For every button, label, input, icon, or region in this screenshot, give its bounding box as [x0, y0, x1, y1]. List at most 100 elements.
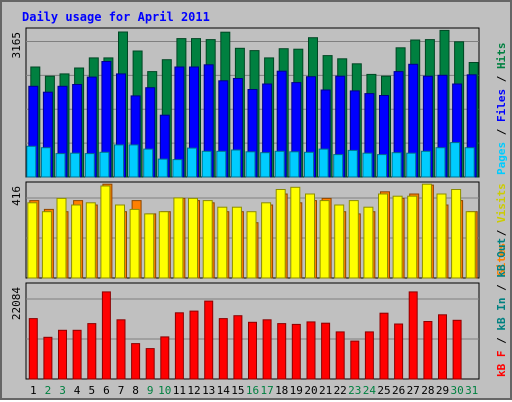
x-tick-day-12: 12 [187, 384, 200, 397]
bar-visits-day-15 [231, 206, 242, 279]
bar-pages-day-2 [40, 147, 51, 178]
x-tick-day-9: 9 [147, 384, 154, 397]
bar-kb-f-day-16 [248, 321, 257, 380]
panel-top: 3165 [10, 27, 480, 178]
bar-pages-day-11 [172, 159, 183, 178]
x-tick-day-15: 15 [231, 384, 244, 397]
bar-visits-day-7 [115, 204, 125, 279]
x-tick-day-28: 28 [421, 384, 434, 397]
bar-visits-day-2 [41, 211, 52, 279]
bar-kb-f-day-26 [394, 323, 404, 380]
x-tick-day-23: 23 [348, 384, 361, 397]
bar-visits-day-12 [188, 197, 198, 279]
bar-pages-day-24 [362, 152, 373, 178]
bar-visits-day-5 [85, 202, 96, 279]
bar-pages-day-22 [333, 154, 344, 178]
bar-visits-day-20 [305, 193, 315, 279]
x-tick-day-17: 17 [260, 384, 273, 397]
bar-visits-day-29 [436, 193, 447, 279]
x-tick-day-10: 10 [158, 384, 171, 397]
bar-visits-day-14 [217, 206, 228, 279]
bar-pages-day-16 [245, 151, 256, 178]
bar-pages-day-21 [318, 148, 329, 178]
bar-pages-day-27 [406, 152, 417, 178]
bar-pages-day-13 [201, 150, 212, 178]
x-tick-day-3: 3 [59, 384, 66, 397]
bar-pages-day-1 [26, 145, 37, 178]
bar-pages-day-5 [84, 153, 95, 178]
x-tick-day-21: 21 [319, 384, 332, 397]
bar-pages-day-23 [347, 149, 358, 178]
x-tick-day-1: 1 [30, 384, 37, 397]
bar-visits-day-30 [451, 189, 462, 279]
bar-pages-day-28 [420, 150, 431, 178]
right-legend-middle: Sites / Visits [495, 183, 508, 276]
bar-visits-day-18 [275, 189, 286, 279]
bar-pages-day-15 [230, 149, 241, 178]
x-tick-day-7: 7 [118, 384, 125, 397]
x-tick-day-11: 11 [173, 384, 186, 397]
bar-kb-f-day-15 [233, 315, 243, 380]
x-tick-day-22: 22 [334, 384, 347, 397]
bar-pages-day-8 [128, 144, 139, 178]
x-tick-day-8: 8 [132, 384, 139, 397]
bar-kb-f-day-22 [335, 331, 345, 380]
bar-pages-day-18 [274, 150, 285, 178]
bar-visits-day-28 [421, 183, 432, 279]
x-tick-day-4: 4 [74, 384, 81, 397]
y-max-label-middle: 416 [10, 186, 23, 206]
bar-kb-f-day-13 [204, 300, 214, 380]
x-tick-day-24: 24 [363, 384, 377, 397]
bar-visits-day-4 [71, 204, 82, 279]
bar-kb-f-day-8 [131, 343, 141, 380]
bar-pages-day-19 [289, 151, 300, 178]
bar-visits-day-25 [378, 193, 388, 279]
bar-pages-day-29 [435, 147, 446, 178]
bar-kb-f-day-27 [408, 291, 418, 380]
bar-kb-f-day-29 [438, 314, 447, 380]
bar-pages-day-4 [70, 152, 81, 178]
bar-kb-f-day-23 [350, 340, 360, 380]
x-tick-day-6: 6 [103, 384, 110, 397]
bar-kb-f-day-9 [145, 348, 155, 380]
bar-kb-f-day-5 [87, 323, 97, 380]
bar-visits-day-1 [27, 202, 38, 279]
x-axis-ticks: 1 2 3 4 5 6 7 8 9 10 11 12 13 14 15 16 17 18 19 20 21 22 23 24 2… [30, 384, 478, 397]
x-tick-day-26: 26 [392, 384, 405, 397]
x-tick-day-2: 2 [45, 384, 52, 397]
bar-kb-f-day-4 [72, 329, 82, 380]
bar-kb-f-day-7 [116, 319, 126, 380]
bar-visits-day-21 [319, 200, 330, 279]
x-tick-day-30: 30 [450, 384, 463, 397]
x-tick-day-14: 14 [217, 384, 231, 397]
x-tick-day-13: 13 [202, 384, 215, 397]
bar-kb-f-day-21 [321, 322, 331, 380]
x-tick-day-25: 25 [377, 384, 390, 397]
x-tick-day-31: 31 [465, 384, 478, 397]
bar-kb-f-day-20 [306, 321, 316, 380]
x-tick-day-16: 16 [246, 384, 259, 397]
bar-visits-day-22 [334, 204, 345, 279]
bar-pages-day-14 [216, 150, 227, 178]
bar-visits-day-31 [465, 211, 476, 279]
right-legend-top: Pages / Files / Hits [495, 43, 508, 176]
bar-visits-day-27 [407, 195, 418, 279]
bar-pages-day-20 [304, 151, 314, 178]
bar-kb-f-day-1 [28, 318, 38, 380]
bar-pages-day-3 [55, 153, 66, 178]
x-tick-day-5: 5 [88, 384, 95, 397]
bar-visits-day-24 [363, 206, 374, 279]
bar-visits-day-8 [129, 208, 140, 279]
panel-middle: 416 [10, 181, 480, 279]
bar-kb-f-day-19 [291, 323, 301, 380]
bar-kb-f-day-17 [262, 319, 272, 380]
bar-visits-day-13 [202, 200, 213, 279]
bar-kb-f-day-18 [277, 323, 287, 380]
bar-kb-f-day-24 [364, 331, 374, 380]
bar-kb-f-day-14 [218, 318, 228, 380]
bar-pages-day-12 [187, 147, 197, 178]
bar-kb-f-day-12 [189, 310, 199, 380]
